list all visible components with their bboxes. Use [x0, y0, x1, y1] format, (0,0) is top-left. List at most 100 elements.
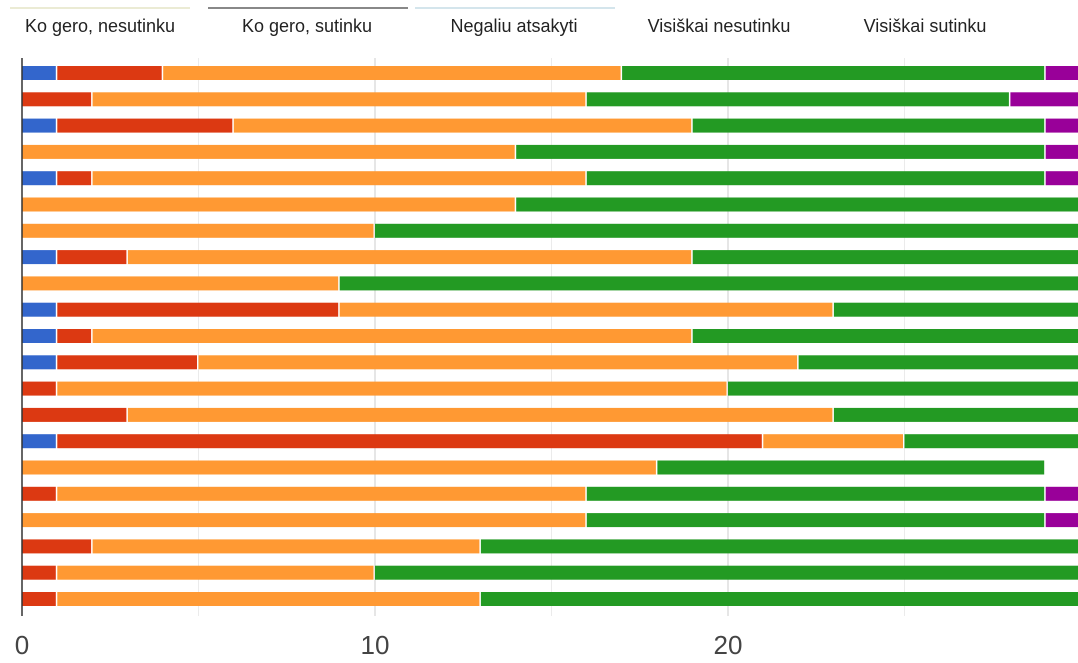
bar-row — [22, 539, 1078, 553]
bar-row — [22, 382, 1078, 396]
legend-item: Visiškai nesutinku — [648, 16, 791, 36]
bar-row — [22, 303, 1078, 317]
bar-segment — [22, 66, 56, 80]
bar-segment — [516, 145, 1044, 159]
bar-segment — [57, 566, 373, 580]
bar-row — [22, 513, 1078, 527]
bar-segment — [57, 171, 91, 185]
legend-label: Negaliu atsakyti — [450, 16, 577, 36]
bar-segment — [799, 355, 1078, 369]
bar-row — [22, 276, 1078, 290]
bar-segment — [22, 408, 126, 422]
bar-row — [22, 66, 1078, 80]
bar-segment — [57, 592, 479, 606]
bar-segment — [481, 539, 1078, 553]
bar-segment — [622, 66, 1044, 80]
bar-row — [22, 461, 1044, 475]
x-tick-label: 0 — [15, 630, 29, 658]
bar-segment — [57, 119, 232, 133]
legend: Ko gero, nesutinku Ko gero, sutinku Negali… — [10, 8, 986, 36]
bar-segment — [587, 513, 1044, 527]
bar-segment — [57, 303, 338, 317]
bar-row — [22, 145, 1078, 159]
bar-segment — [763, 434, 903, 448]
bar-segment — [22, 566, 56, 580]
bar-row — [22, 592, 1078, 606]
bar-segment — [905, 434, 1078, 448]
bar-segment — [57, 329, 91, 343]
bar-row — [22, 329, 1078, 343]
bar-segment — [1046, 66, 1078, 80]
bar-segment — [57, 66, 161, 80]
x-tick-label: 10 — [361, 630, 390, 658]
bar-row — [22, 487, 1078, 501]
bar-row — [22, 566, 1078, 580]
bar-segment — [128, 250, 691, 264]
bar-segment — [57, 250, 126, 264]
bar-segment — [1010, 92, 1078, 106]
bar-segment — [693, 250, 1078, 264]
bar-segment — [57, 434, 762, 448]
legend-label: Ko gero, nesutinku — [25, 16, 175, 36]
bar-segment — [1046, 487, 1078, 501]
bar-row — [22, 408, 1078, 422]
legend-item: Visiškai sutinku — [864, 16, 987, 36]
bar-segment — [587, 171, 1044, 185]
bar-segment — [22, 303, 56, 317]
bar-segment — [93, 539, 480, 553]
bar-segment — [22, 592, 56, 606]
bar-row — [22, 250, 1078, 264]
bar-segment — [22, 487, 56, 501]
bar-segment — [93, 329, 692, 343]
bar-segment — [22, 171, 56, 185]
x-tick-label: 20 — [714, 630, 743, 658]
bar-segment — [22, 276, 338, 290]
bar-segment — [516, 198, 1078, 212]
bar-segment — [22, 145, 515, 159]
bar-row — [22, 92, 1078, 106]
bar-segment — [22, 355, 56, 369]
bar-segment — [57, 382, 726, 396]
bar-segment — [340, 303, 833, 317]
bar-segment — [340, 276, 1078, 290]
bar-segment — [587, 92, 1009, 106]
bar-segment — [234, 119, 691, 133]
bar-segment — [1046, 145, 1078, 159]
bar-row — [22, 434, 1078, 448]
bar-segment — [57, 355, 197, 369]
bar-segment — [834, 303, 1078, 317]
bar-segment — [22, 329, 56, 343]
legend-label: Visiškai sutinku — [864, 16, 987, 36]
bar-segment — [93, 171, 586, 185]
bar-row — [22, 119, 1078, 133]
bar-segment — [375, 566, 1078, 580]
legend-label: Visiškai nesutinku — [648, 16, 791, 36]
bar-segment — [22, 92, 91, 106]
bar-segment — [1046, 119, 1078, 133]
bar-row — [22, 171, 1078, 185]
bar-segment — [693, 119, 1044, 133]
bar-segment — [375, 224, 1078, 238]
bar-row — [22, 198, 1078, 212]
bar-segment — [22, 119, 56, 133]
bar-segment — [22, 434, 56, 448]
bar-segment — [834, 408, 1078, 422]
legend-item: Ko gero, nesutinku — [10, 8, 190, 36]
bar-segment — [587, 487, 1044, 501]
bar-segment — [693, 329, 1078, 343]
bar-segment — [657, 461, 1044, 475]
legend-item: Negaliu atsakyti — [415, 8, 615, 36]
bar-row — [22, 224, 1078, 238]
bar-segment — [22, 513, 585, 527]
legend-item: Ko gero, sutinku — [208, 8, 408, 36]
bar-segment — [22, 224, 374, 238]
bars — [22, 66, 1078, 606]
bar-segment — [481, 592, 1078, 606]
bar-segment — [199, 355, 798, 369]
bar-segment — [1046, 513, 1078, 527]
bar-segment — [728, 382, 1078, 396]
bar-segment — [22, 539, 91, 553]
bar-segment — [163, 66, 620, 80]
